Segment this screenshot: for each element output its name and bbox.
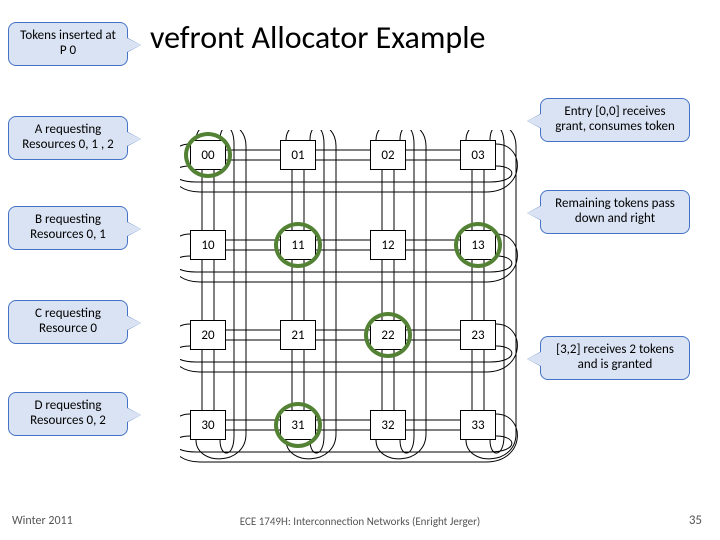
grid-cell: 23 bbox=[460, 320, 496, 350]
callout-tail-icon bbox=[127, 132, 141, 146]
callout-tokens: Tokens inserted at P 0 bbox=[8, 22, 128, 66]
allocator-grid: 00 01 02 03 10 11 12 13 20 21 22 23 30 31 32 33 bbox=[180, 130, 500, 470]
grid-cell: 20 bbox=[190, 320, 226, 350]
callout-text: Tokens inserted at P 0 bbox=[20, 28, 116, 58]
callout-tail-icon bbox=[127, 316, 141, 330]
callout-text: [3,2] receives 2 tokens and is granted bbox=[556, 342, 674, 372]
callout-text: Remaining tokens pass down and right bbox=[555, 196, 675, 226]
grid-cell: 31 bbox=[280, 410, 316, 440]
footer-center: ECE 1749H: Interconnection Networks (Enr… bbox=[240, 515, 481, 528]
callout-tail-icon bbox=[527, 206, 541, 220]
callout-tail-icon bbox=[127, 222, 141, 236]
callout-tail-icon bbox=[127, 38, 141, 52]
callout-tail-icon bbox=[527, 114, 541, 128]
footer-left: Winter 2011 bbox=[12, 514, 73, 528]
callout-tail-icon bbox=[127, 408, 141, 422]
grid-cell: 13 bbox=[460, 230, 496, 260]
grid-cell: 03 bbox=[460, 140, 496, 170]
callout-text: A requesting Resources 0, 1 , 2 bbox=[22, 122, 113, 152]
callout-text: D requesting Resources 0, 2 bbox=[30, 398, 106, 428]
callout-text: C requesting Resource 0 bbox=[35, 306, 101, 336]
grid-cell: 00 bbox=[190, 140, 226, 170]
callout-req-b: B requesting Resources 0, 1 bbox=[8, 206, 128, 250]
callout-entry00: Entry [0,0] receives grant, consumes tok… bbox=[540, 98, 690, 142]
callout-remaining: Remaining tokens pass down and right bbox=[540, 190, 690, 234]
page-title: vefront Allocator Example bbox=[150, 18, 485, 57]
grid-cell: 21 bbox=[280, 320, 316, 350]
grid-cell: 11 bbox=[280, 230, 316, 260]
grid-cell: 02 bbox=[370, 140, 406, 170]
grid-cell: 30 bbox=[190, 410, 226, 440]
callout-tail-icon bbox=[527, 352, 541, 366]
callout-req-d: D requesting Resources 0, 2 bbox=[8, 392, 128, 436]
callout-text: B requesting Resources 0, 1 bbox=[30, 212, 106, 242]
grid-cell: 33 bbox=[460, 410, 496, 440]
grid-cell: 12 bbox=[370, 230, 406, 260]
callout-recv32: [3,2] receives 2 tokens and is granted bbox=[540, 336, 690, 380]
grid-cell: 01 bbox=[280, 140, 316, 170]
grid-cell: 10 bbox=[190, 230, 226, 260]
callout-req-c: C requesting Resource 0 bbox=[8, 300, 128, 344]
grid-cell: 22 bbox=[370, 320, 406, 350]
grid-cell: 32 bbox=[370, 410, 406, 440]
footer-right: 35 bbox=[689, 513, 702, 528]
callout-text: Entry [0,0] receives grant, consumes tok… bbox=[555, 104, 675, 134]
callout-req-a: A requesting Resources 0, 1 , 2 bbox=[8, 116, 128, 160]
